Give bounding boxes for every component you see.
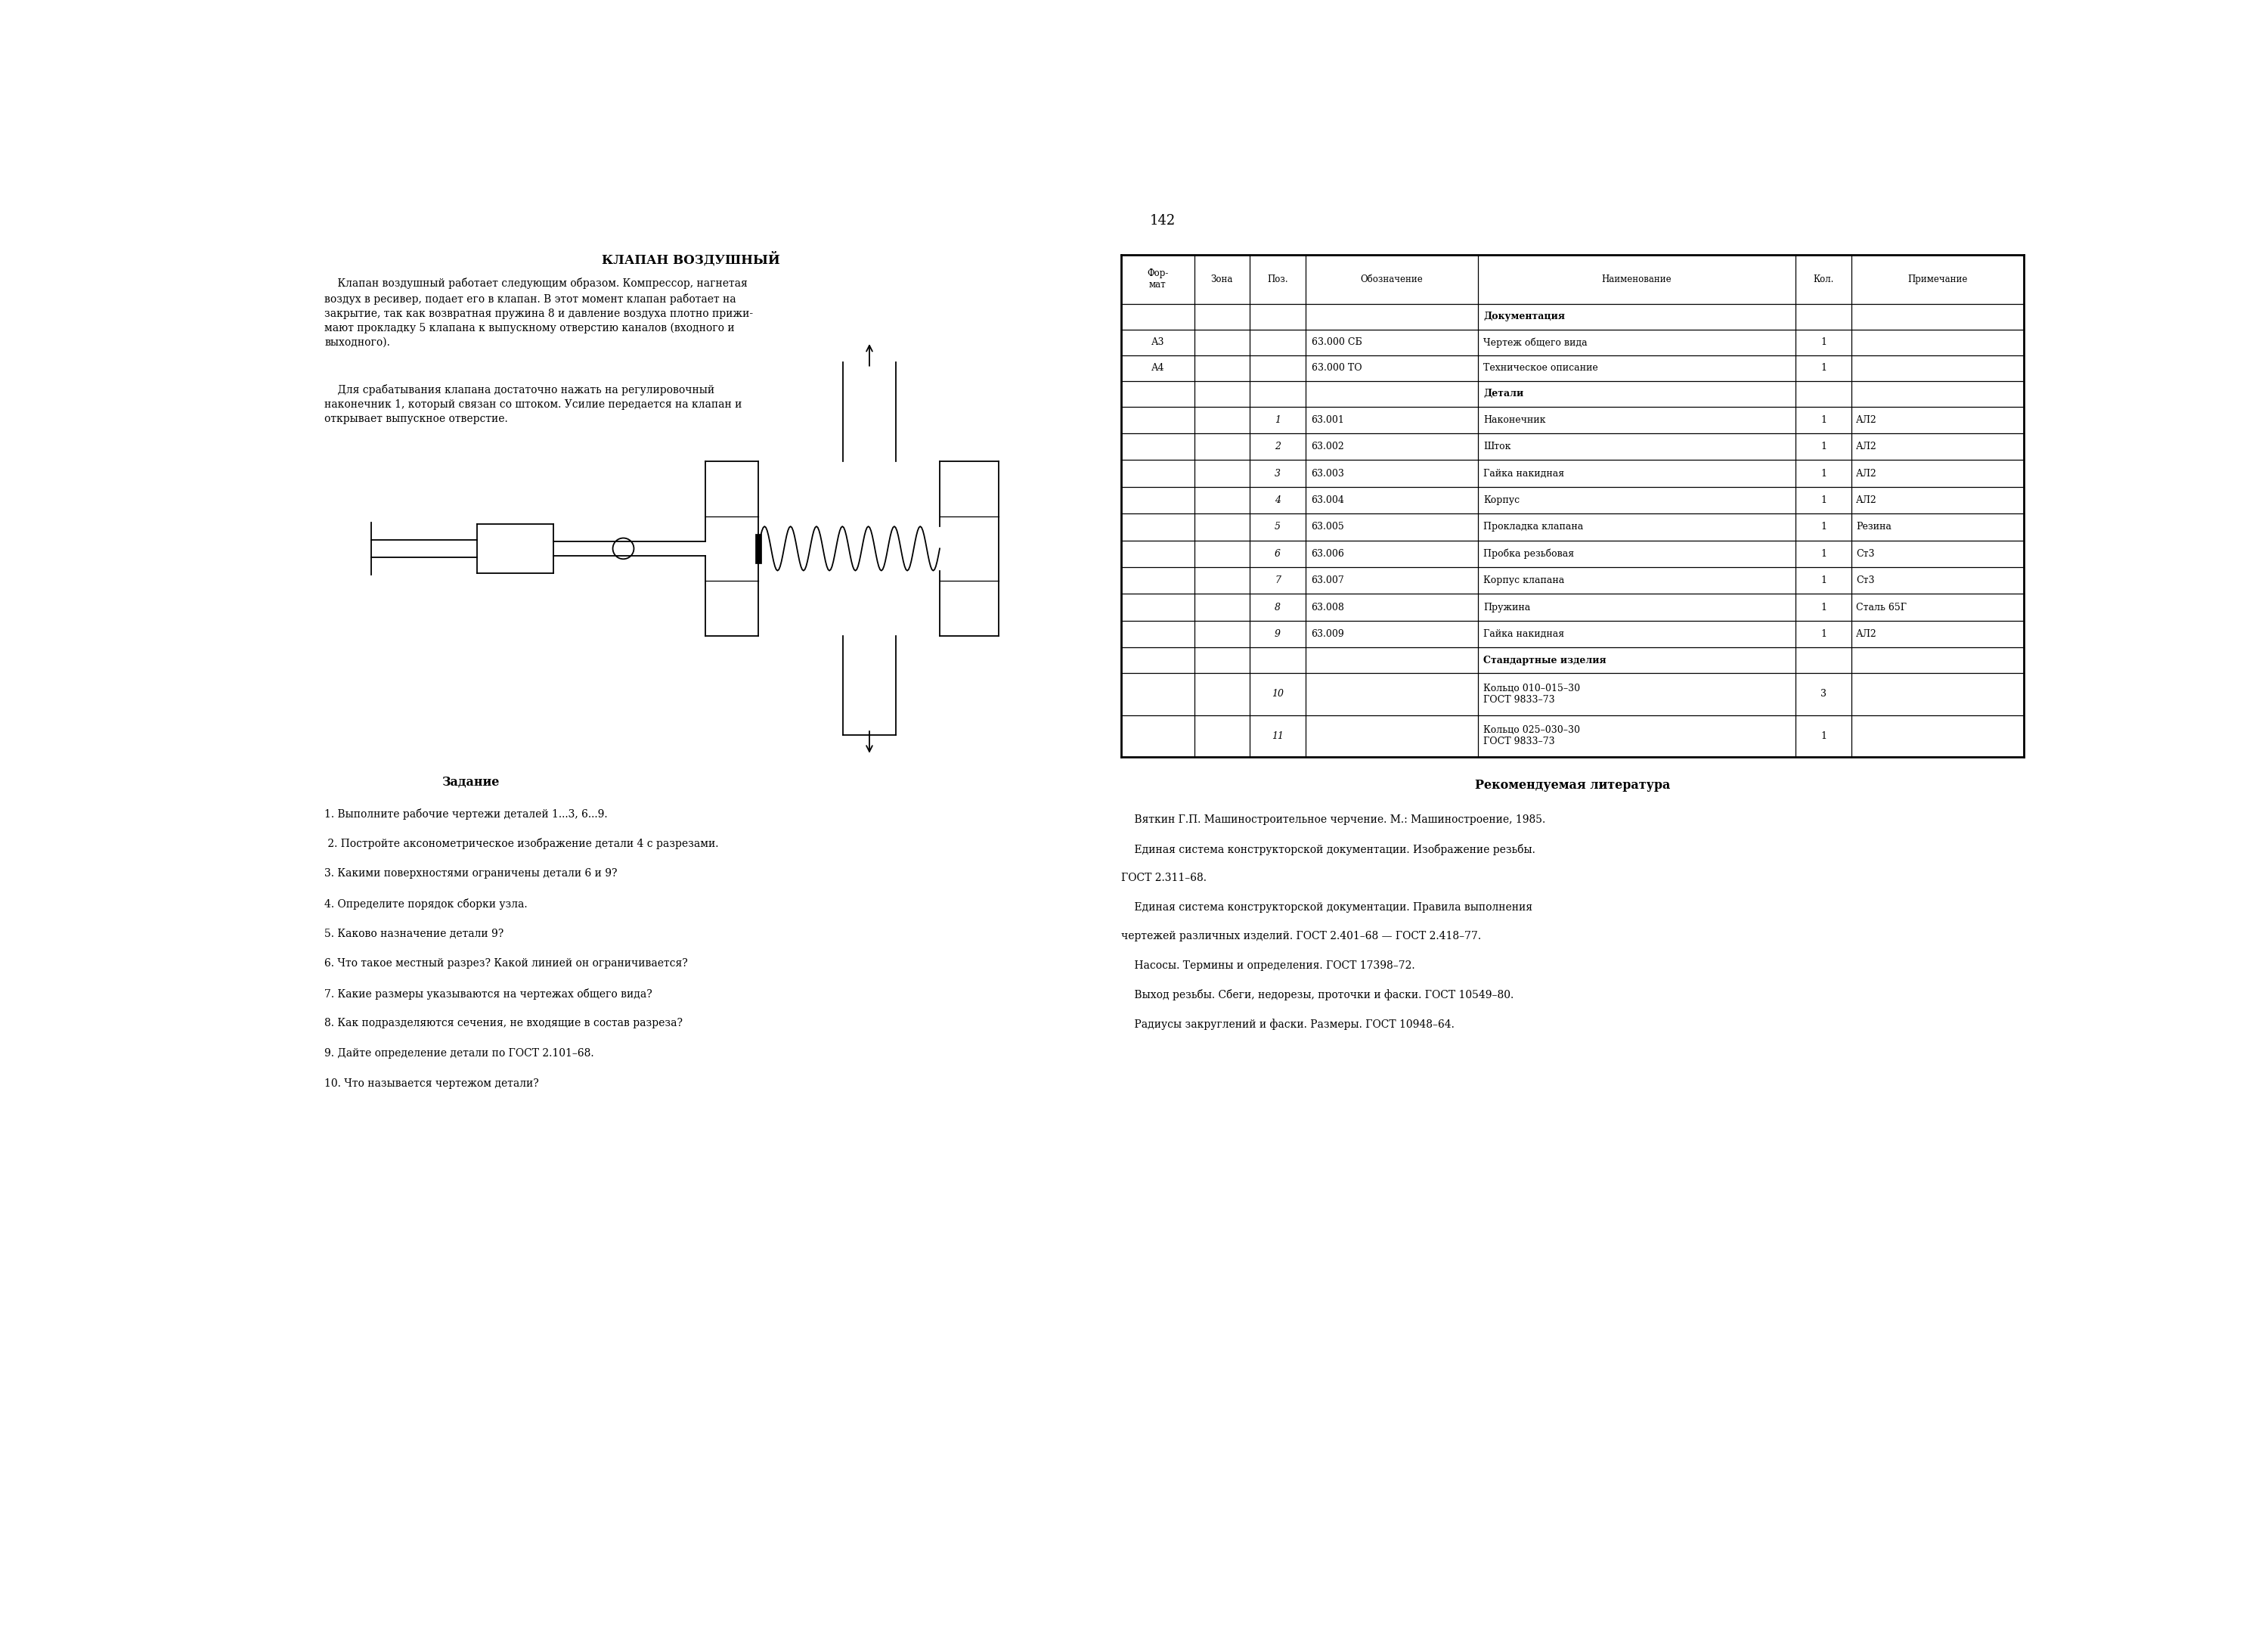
Text: Ст3: Ст3 [1855, 549, 1876, 559]
Text: АЛ2: АЛ2 [1855, 629, 1878, 639]
Text: КЛАПАН ВОЗДУШНЫЙ: КЛАПАН ВОЗДУШНЫЙ [601, 251, 780, 266]
Text: 63.002: 63.002 [1311, 442, 1345, 452]
Text: 3: 3 [1821, 690, 1826, 700]
Text: Ст3: Ст3 [1855, 576, 1876, 586]
Text: Зона: Зона [1211, 274, 1234, 284]
Text: АЛ2: АЛ2 [1855, 414, 1878, 424]
Text: Радиусы закруглений и фаски. Размеры. ГОСТ 10948–64.: Радиусы закруглений и фаски. Размеры. ГО… [1120, 1018, 1454, 1030]
Text: 2. Постройте аксонометрическое изображение детали 4 с разрезами.: 2. Постройте аксонометрическое изображен… [324, 838, 719, 850]
Text: 5. Каково назначение детали 9?: 5. Каково назначение детали 9? [324, 929, 503, 939]
Text: Гайка накидная: Гайка накидная [1483, 629, 1565, 639]
Text: Кольцо 010–015–30
ГОСТ 9833–73: Кольцо 010–015–30 ГОСТ 9833–73 [1483, 683, 1581, 705]
Text: 7. Какие размеры указываются на чертежах общего вида?: 7. Какие размеры указываются на чертежах… [324, 988, 653, 1000]
Text: Техническое описание: Техническое описание [1483, 363, 1599, 373]
Text: Шток: Шток [1483, 442, 1510, 452]
Text: Фор-
мат: Фор- мат [1148, 269, 1168, 290]
Text: 1: 1 [1821, 521, 1826, 531]
Text: Корпус: Корпус [1483, 495, 1520, 505]
Text: 1: 1 [1821, 442, 1826, 452]
Text: Кольцо 025–030–30
ГОСТ 9833–73: Кольцо 025–030–30 ГОСТ 9833–73 [1483, 726, 1581, 746]
Text: 11: 11 [1272, 731, 1284, 741]
Text: 1: 1 [1821, 363, 1826, 373]
Text: 5: 5 [1275, 521, 1281, 531]
Text: Поз.: Поз. [1268, 274, 1288, 284]
Text: 6: 6 [1275, 549, 1281, 559]
Text: Кол.: Кол. [1812, 274, 1835, 284]
Text: Резина: Резина [1855, 521, 1892, 531]
Text: Единая система конструкторской документации. Правила выполнения: Единая система конструкторской документа… [1120, 903, 1533, 912]
Text: Единая система конструкторской документации. Изображение резьбы.: Единая система конструкторской документа… [1120, 843, 1535, 855]
Text: Наименование: Наименование [1601, 274, 1672, 284]
Text: 3. Какими поверхностями ограничены детали 6 и 9?: 3. Какими поверхностями ограничены детал… [324, 868, 617, 879]
Text: 1. Выполните рабочие чертежи деталей 1...3, 6...9.: 1. Выполните рабочие чертежи деталей 1..… [324, 808, 608, 820]
Text: 6. Что такое местный разрез? Какой линией он ограничивается?: 6. Что такое местный разрез? Какой линие… [324, 959, 687, 969]
Text: 1: 1 [1821, 602, 1826, 612]
Text: 1: 1 [1821, 629, 1826, 639]
Text: Для срабатывания клапана достаточно нажать на регулировочный
наконечник 1, котор: Для срабатывания клапана достаточно нажа… [324, 384, 742, 424]
Text: Задание: Задание [442, 776, 499, 789]
Text: АЛ2: АЛ2 [1855, 495, 1878, 505]
Text: Обозначение: Обозначение [1361, 274, 1422, 284]
Text: Стандартные изделия: Стандартные изделия [1483, 655, 1606, 665]
Text: 63.005: 63.005 [1311, 521, 1345, 531]
Text: Насосы. Термины и определения. ГОСТ 17398–72.: Насосы. Термины и определения. ГОСТ 1739… [1120, 960, 1415, 970]
Text: 142: 142 [1150, 215, 1175, 228]
Text: 1: 1 [1821, 338, 1826, 346]
Text: 9: 9 [1275, 629, 1281, 639]
Text: 63.007: 63.007 [1311, 576, 1345, 586]
Text: 63.001: 63.001 [1311, 414, 1345, 424]
Text: 3: 3 [1275, 469, 1281, 478]
Text: 1: 1 [1821, 469, 1826, 478]
Text: чертежей различных изделий. ГОСТ 2.401–68 — ГОСТ 2.418–77.: чертежей различных изделий. ГОСТ 2.401–6… [1120, 931, 1481, 942]
Text: Рекомендуемая литература: Рекомендуемая литература [1474, 779, 1669, 792]
Text: 8: 8 [1275, 602, 1281, 612]
Text: А3: А3 [1152, 338, 1163, 346]
Text: А4: А4 [1152, 363, 1163, 373]
Text: Клапан воздушный работает следующим образом. Компрессор, нагнетая
воздух в ресив: Клапан воздушный работает следующим обра… [324, 277, 753, 348]
Text: Гайка накидная: Гайка накидная [1483, 469, 1565, 478]
Text: 1: 1 [1821, 495, 1826, 505]
Text: 1: 1 [1275, 414, 1281, 424]
Text: Вяткин Г.П. Машиностроительное черчение. М.: Машиностроение, 1985.: Вяткин Г.П. Машиностроительное черчение.… [1120, 815, 1547, 825]
Text: 63.003: 63.003 [1311, 469, 1345, 478]
Text: 8. Как подразделяются сечения, не входящие в состав разреза?: 8. Как подразделяются сечения, не входящ… [324, 1018, 683, 1028]
Text: Детали: Детали [1483, 389, 1524, 399]
Text: Примечание: Примечание [1907, 274, 1969, 284]
Text: 63.009: 63.009 [1311, 629, 1345, 639]
Text: 1: 1 [1821, 731, 1826, 741]
Text: 1: 1 [1821, 414, 1826, 424]
Text: Пробка резьбовая: Пробка резьбовая [1483, 549, 1574, 559]
Text: 4: 4 [1275, 495, 1281, 505]
Text: Сталь 65Г: Сталь 65Г [1855, 602, 1907, 612]
Text: Документация: Документация [1483, 312, 1565, 322]
Text: 1: 1 [1821, 576, 1826, 586]
Text: 10: 10 [1272, 690, 1284, 700]
Polygon shape [755, 535, 762, 563]
Text: Корпус клапана: Корпус клапана [1483, 576, 1565, 586]
Text: 63.008: 63.008 [1311, 602, 1345, 612]
Text: 10. Что называется чертежом детали?: 10. Что называется чертежом детали? [324, 1077, 540, 1089]
Text: 9. Дайте определение детали по ГОСТ 2.101–68.: 9. Дайте определение детали по ГОСТ 2.10… [324, 1048, 594, 1059]
Text: 63.006: 63.006 [1311, 549, 1345, 559]
Text: АЛ2: АЛ2 [1855, 469, 1878, 478]
Text: Чертеж общего вида: Чертеж общего вида [1483, 337, 1588, 348]
Text: 63.004: 63.004 [1311, 495, 1345, 505]
Text: Прокладка клапана: Прокладка клапана [1483, 521, 1583, 531]
Text: 2: 2 [1275, 442, 1281, 452]
Text: 4. Определите порядок сборки узла.: 4. Определите порядок сборки узла. [324, 898, 528, 909]
Text: Пружина: Пружина [1483, 602, 1531, 612]
Text: 7: 7 [1275, 576, 1281, 586]
Text: АЛ2: АЛ2 [1855, 442, 1878, 452]
Text: 63.000 СБ: 63.000 СБ [1311, 338, 1361, 346]
Text: Выход резьбы. Сбеги, недорезы, проточки и фаски. ГОСТ 10549–80.: Выход резьбы. Сбеги, недорезы, проточки … [1120, 990, 1515, 1000]
Text: ГОСТ 2.311–68.: ГОСТ 2.311–68. [1120, 873, 1207, 883]
Text: 1: 1 [1821, 549, 1826, 559]
Text: 63.000 ТО: 63.000 ТО [1311, 363, 1361, 373]
Text: Наконечник: Наконечник [1483, 414, 1547, 424]
